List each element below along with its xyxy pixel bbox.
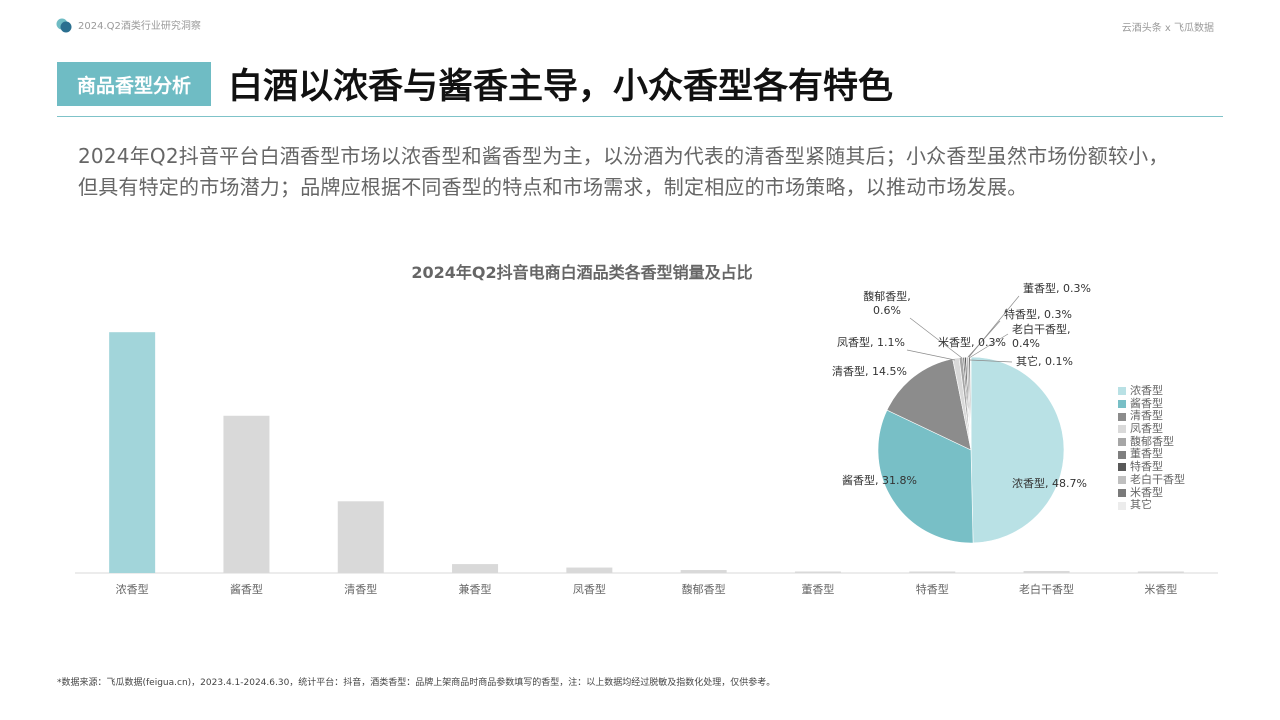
legend-swatch — [1118, 387, 1126, 396]
pie-leader-line — [967, 320, 1001, 358]
pie-slice-1 — [877, 409, 974, 544]
legend-item: 馥郁香型 — [1118, 434, 1185, 449]
legend-label: 董香型 — [1130, 447, 1163, 461]
pie-data-label: 酱香型, 31.8% — [842, 473, 917, 487]
legend-item: 董香型 — [1118, 448, 1185, 461]
bar-chart: 浓香型 酱香型 清香型 兼香型 凤香型 馥郁香型 董香型 特香型 老白干香型 米香型 — [75, 332, 1218, 596]
report-source: 云酒头条 x 飞瓜数据 — [1121, 23, 1214, 34]
legend-label: 凤香型 — [1130, 422, 1163, 436]
bar-9 — [1137, 571, 1184, 573]
bar-3 — [452, 564, 499, 573]
bar-category-label: 董香型 — [801, 582, 834, 596]
legend-item: 浓香型 — [1118, 384, 1185, 398]
bar-2 — [337, 501, 384, 573]
bar-category-label: 特香型 — [916, 582, 949, 596]
legend-label: 浓香型 — [1130, 384, 1163, 397]
pie-legend: 浓香型 酱香型 清香型 凤香型 馥郁香型 董香型 特香型 老白干香型 米香型 其它 — [1118, 384, 1185, 512]
bar-7 — [909, 571, 956, 573]
bar-category-label: 酱香型 — [230, 582, 263, 596]
legend-swatch — [1118, 438, 1126, 447]
footnote: *数据来源：飞瓜数据(feigua.cn)，2023.4.1-2024.6.30… — [57, 678, 776, 688]
legend-swatch — [1118, 476, 1126, 485]
legend-label: 特香型 — [1130, 460, 1163, 474]
legend-swatch — [1118, 425, 1126, 434]
pie-slice-0 — [970, 356, 1065, 544]
bar-0 — [109, 332, 156, 573]
pie-data-label: 其它, 0.1% — [1016, 354, 1073, 368]
legend-label: 米香型 — [1130, 485, 1163, 499]
bar-category-label: 清香型 — [344, 582, 377, 596]
section-tag: 商品香型分析 — [57, 62, 211, 106]
legend-item: 米香型 — [1118, 485, 1185, 500]
legend-item: 特香型 — [1118, 460, 1185, 474]
legend-swatch — [1118, 412, 1126, 421]
bar-category-label: 兼香型 — [459, 582, 492, 596]
pie-data-label: 凤香型, 1.1% — [837, 335, 905, 349]
pie-slice-2 — [886, 358, 972, 451]
title-divider — [57, 116, 1223, 117]
legend-swatch — [1118, 501, 1126, 510]
legend-label: 酱香型 — [1130, 396, 1163, 410]
legend-swatch — [1118, 400, 1126, 409]
description: 2024年Q2抖音平台白酒香型市场以浓香型和酱香型为主，以汾酒为代表的清香型紧随… — [78, 141, 1238, 203]
page-title: 白酒以浓香与酱香主导，小众香型各有特色 — [228, 67, 894, 107]
pie-leader-line — [969, 359, 1013, 363]
legend-swatch — [1118, 488, 1126, 497]
legend-item: 其它 — [1118, 498, 1185, 512]
pie-data-label: 浓香型, 48.7% — [1012, 476, 1087, 490]
brand-logo-icon — [56, 18, 72, 33]
bar-6 — [794, 571, 841, 573]
legend-label: 馥郁香型 — [1130, 434, 1174, 448]
pie-leader-line — [968, 333, 1009, 359]
description-line-2: 但具有特定的市场潜力；品牌应根据不同香型的特点和市场需求，制定相应的市场策略，以… — [78, 175, 1028, 199]
pie-data-label: 馥郁香型, 0.6% — [863, 289, 911, 317]
legend-item: 清香型 — [1118, 410, 1185, 423]
pie-data-label: 清香型, 14.5% — [832, 364, 907, 378]
pie-data-label: 米香型, 0.3% — [938, 335, 1006, 349]
pie-leader-line — [909, 317, 963, 359]
pie-leader-line — [906, 349, 956, 361]
pie-data-label: 老白干香型, 0.4% — [1012, 322, 1071, 350]
chart-title: 2024年Q2抖音电商白酒品类各香型销量及占比 — [411, 263, 753, 282]
bar-1 — [223, 415, 270, 573]
bar-category-label: 米香型 — [1144, 582, 1177, 596]
legend-label: 其它 — [1130, 498, 1152, 512]
bar-4 — [566, 567, 613, 573]
description-line-1: 2024年Q2抖音平台白酒香型市场以浓香型和酱香型为主，以汾酒为代表的清香型紧随… — [78, 144, 1169, 168]
bar-category-label: 老白干香型 — [1019, 582, 1074, 596]
bar-category-label: 浓香型 — [116, 582, 149, 596]
bar-category-label: 凤香型 — [573, 582, 606, 596]
legend-item: 酱香型 — [1118, 396, 1185, 411]
bar-5 — [680, 570, 727, 573]
legend-label: 老白干香型 — [1130, 472, 1185, 486]
legend-swatch — [1118, 450, 1126, 459]
report-title: 2024.Q2酒类行业研究洞察 — [78, 21, 201, 32]
legend-label: 清香型 — [1130, 409, 1163, 423]
legend-item: 凤香型 — [1118, 422, 1185, 436]
bar-category-label: 馥郁香型 — [682, 582, 726, 596]
pie-data-label: 董香型, 0.3% — [1023, 281, 1091, 295]
pie-chart: 浓香型, 48.7% 酱香型, 31.8% 清香型, 14.5% 凤香型, 1.1% 馥… — [832, 281, 1091, 544]
pie-data-label: 特香型, 0.3% — [1004, 307, 1072, 321]
bar-8 — [1023, 571, 1070, 573]
legend-item: 老白干香型 — [1118, 472, 1185, 487]
legend-swatch — [1118, 463, 1126, 472]
